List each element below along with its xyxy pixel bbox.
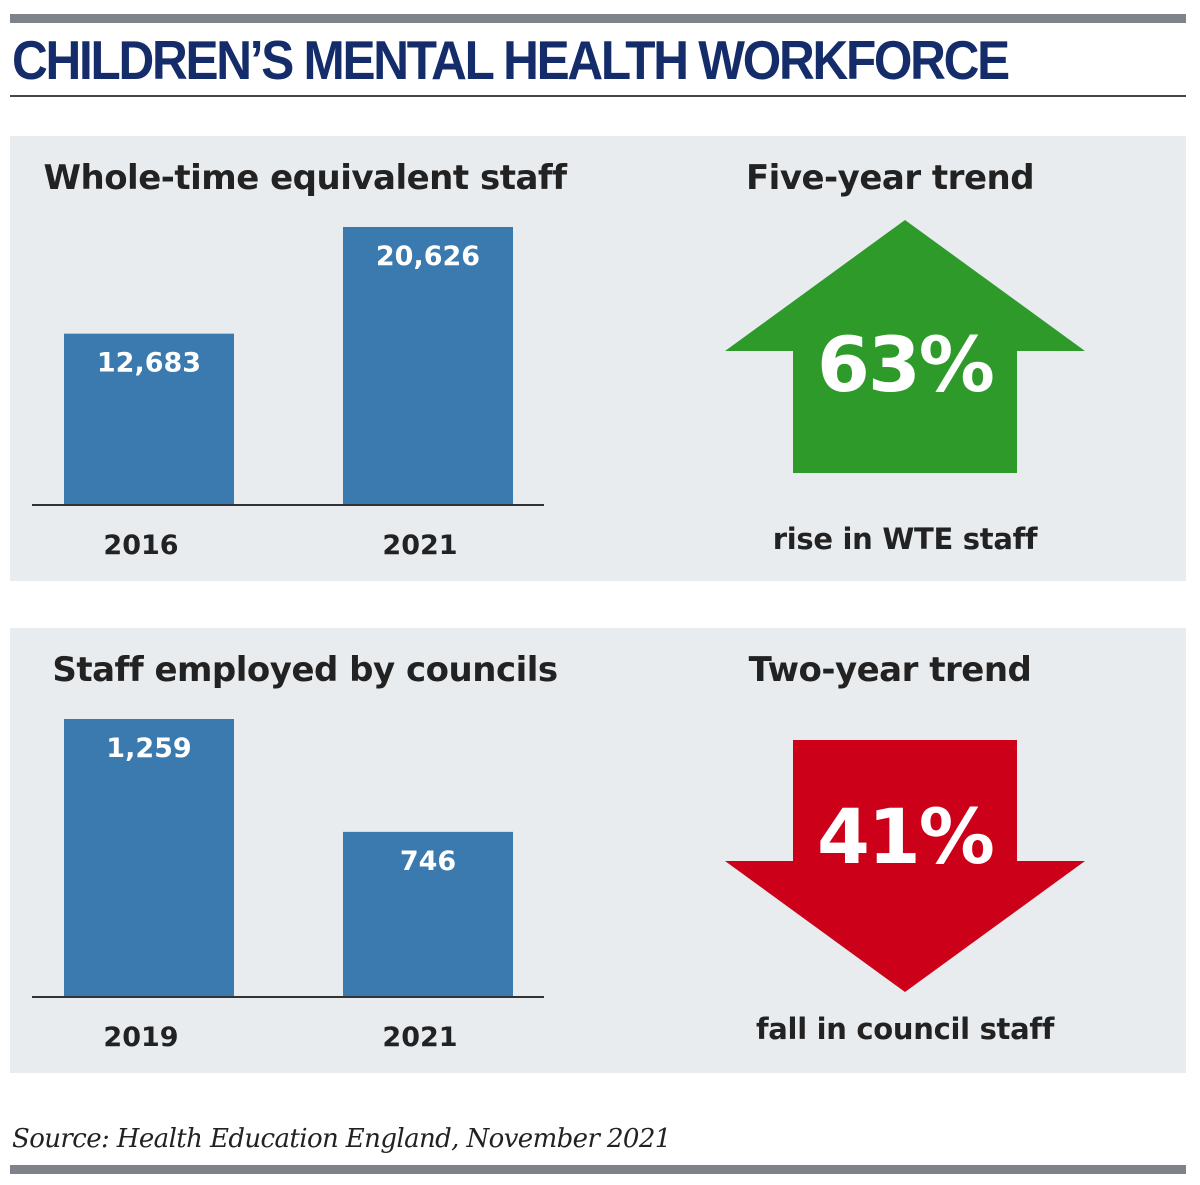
panel-wte: Whole-time equivalent staff 12,683 2016 20… xyxy=(10,136,1186,581)
panel-councils: Staff employed by councils 1,259 2019 746 2… xyxy=(10,628,1186,1073)
page-title: CHILDREN’S MENTAL HEALTH WORKFORCE xyxy=(12,29,1010,91)
chart-title-councils: Staff employed by councils xyxy=(52,650,558,690)
bar-chart-councils: 1,259 2019 746 2021 xyxy=(32,719,544,1053)
bar-value-label: 1,259 xyxy=(106,733,191,764)
up-arrow-shape xyxy=(725,220,1085,473)
trend-percent-rise: 63% xyxy=(817,320,995,409)
title-divider xyxy=(10,95,1186,97)
bar-2021 xyxy=(343,831,513,996)
down-arrow-shape xyxy=(725,740,1085,992)
chart-title-wte: Whole-time equivalent staff xyxy=(43,158,567,198)
trend-title-five-year: Five-year trend xyxy=(745,158,1035,198)
x-tick-label: 2021 xyxy=(382,1022,457,1053)
trend-caption-fall: fall in council staff xyxy=(755,1012,1055,1046)
source-note: Source: Health Education England, Novemb… xyxy=(12,1124,671,1154)
bar-value-label: 20,626 xyxy=(376,241,480,272)
x-tick-label: 2019 xyxy=(103,1022,178,1053)
x-tick-label: 2016 xyxy=(103,530,178,561)
down-arrow-icon: 41% xyxy=(725,740,1085,995)
x-tick-label: 2021 xyxy=(382,530,457,561)
trend-percent-fall: 41% xyxy=(817,792,995,881)
bar-value-label: 746 xyxy=(400,846,456,877)
top-rule xyxy=(10,14,1186,23)
bottom-rule xyxy=(10,1165,1186,1174)
bar-2021 xyxy=(343,227,513,504)
bar-2016 xyxy=(64,333,234,504)
trend-title-two-year: Two-year trend xyxy=(748,650,1032,690)
bar-value-label: 12,683 xyxy=(97,348,201,379)
bar-chart-wte: 12,683 2016 20,626 2021 xyxy=(32,227,544,561)
bar-2019 xyxy=(64,719,234,996)
up-arrow-icon: 63% xyxy=(725,220,1085,475)
trend-caption-rise: rise in WTE staff xyxy=(772,522,1038,556)
